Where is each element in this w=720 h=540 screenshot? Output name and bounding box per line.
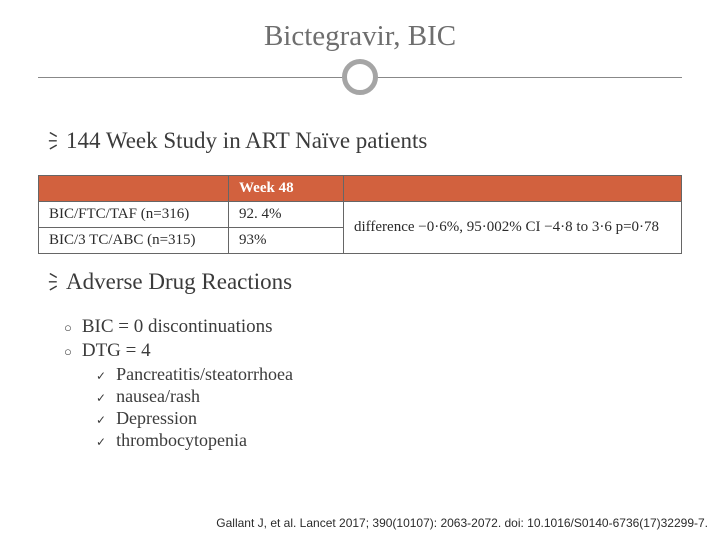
table-cell-diff: difference −0·6%, 95·002% CI −4·8 to 3·6… bbox=[344, 202, 682, 254]
check-icon: ✓ bbox=[96, 435, 106, 450]
bullet-adr: 🗦 Adverse Drug Reactions bbox=[38, 268, 682, 302]
slide: Bictegravir, BIC 🗦 144 Week Study in ART… bbox=[0, 0, 720, 540]
sub-bullet-dtg: ○ DTG = 4 bbox=[64, 340, 682, 362]
sub-sub-item: ✓ nausea/rash bbox=[96, 386, 682, 407]
circle-icon bbox=[342, 59, 378, 95]
check-icon: ✓ bbox=[96, 413, 106, 428]
table-cell-arm2: BIC/3 TC/ABC (n=315) bbox=[39, 228, 229, 254]
slide-title: Bictegravir, BIC bbox=[38, 20, 682, 59]
results-table: Week 48 BIC/FTC/TAF (n=316) 92. 4% diffe… bbox=[38, 175, 682, 254]
table-cell-val2: 93% bbox=[229, 228, 344, 254]
citation: Gallant J, et al. Lancet 2017; 390(10107… bbox=[216, 516, 708, 530]
sub-bullet-bic: ○ BIC = 0 discontinuations bbox=[64, 316, 682, 338]
table-header-blank bbox=[39, 176, 229, 202]
check-icon: ✓ bbox=[96, 369, 106, 384]
sub-sub-text: nausea/rash bbox=[116, 386, 200, 407]
sub-sub-item: ✓ thrombocytopenia bbox=[96, 430, 682, 451]
title-area: Bictegravir, BIC bbox=[38, 20, 682, 99]
table-header-row: Week 48 bbox=[39, 176, 682, 202]
table-cell-val1: 92. 4% bbox=[229, 202, 344, 228]
table-row: BIC/FTC/TAF (n=316) 92. 4% difference −0… bbox=[39, 202, 682, 228]
sub-sub-text: Depression bbox=[116, 408, 197, 429]
sub-sub-text: Pancreatitis/steatorrhoea bbox=[116, 364, 293, 385]
sub-sub-item: ✓ Pancreatitis/steatorrhoea bbox=[96, 364, 682, 385]
sub-bullet-dtg-text: DTG = 4 bbox=[82, 340, 151, 362]
table-header-week: Week 48 bbox=[229, 176, 344, 202]
circle-bullet-icon: ○ bbox=[64, 320, 72, 336]
sub-bullet-bic-text: BIC = 0 discontinuations bbox=[82, 316, 273, 338]
sub-sub-text: thrombocytopenia bbox=[116, 430, 247, 451]
sub-sub-item: ✓ Depression bbox=[96, 408, 682, 429]
table-cell-arm1: BIC/FTC/TAF (n=316) bbox=[39, 202, 229, 228]
check-icon: ✓ bbox=[96, 391, 106, 406]
bullet-study-text: 144 Week Study in ART Naïve patients bbox=[66, 128, 427, 154]
title-divider bbox=[38, 59, 682, 99]
bullet-adr-text: Adverse Drug Reactions bbox=[66, 269, 292, 295]
table-header-blank2 bbox=[344, 176, 682, 202]
bullet-study: 🗦 144 Week Study in ART Naïve patients bbox=[38, 127, 682, 161]
circle-bullet-icon: ○ bbox=[64, 344, 72, 360]
bullet-mark-icon: 🗦 bbox=[38, 127, 58, 161]
bullet-mark-icon: 🗦 bbox=[38, 268, 58, 302]
